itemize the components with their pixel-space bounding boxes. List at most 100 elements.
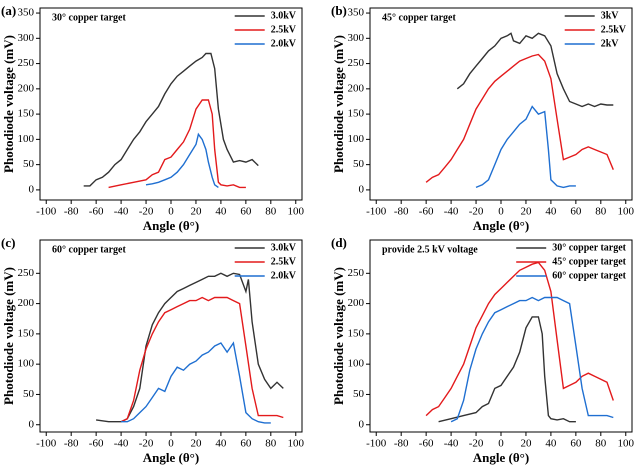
data-line xyxy=(121,341,271,424)
x-tick-label: 60 xyxy=(240,206,252,218)
y-tick-label: 50 xyxy=(353,388,365,400)
y-tick-label: 250 xyxy=(18,267,35,279)
x-tick-label: 40 xyxy=(215,438,227,450)
x-tick-label: 0 xyxy=(168,438,174,450)
x-tick-label: 20 xyxy=(520,438,532,450)
x-tick-label: -20 xyxy=(139,438,154,450)
y-tick-label: 250 xyxy=(18,57,35,69)
x-tick-label: -20 xyxy=(469,438,484,450)
data-line xyxy=(475,105,576,189)
plot-frame xyxy=(39,7,303,201)
y-axis-label: Photodiode voltage (mV) xyxy=(331,35,346,173)
y-tick-label: 150 xyxy=(348,327,365,339)
x-tick-label: -80 xyxy=(394,206,409,218)
y-tick-label: 150 xyxy=(348,108,365,120)
data-line xyxy=(450,296,614,423)
y-tick-label: 50 xyxy=(23,158,35,170)
x-axis-label: Angle (θ°) xyxy=(473,218,529,233)
x-tick-label: -20 xyxy=(139,206,154,218)
x-tick-label: 40 xyxy=(545,438,557,450)
y-tick-label: 150 xyxy=(18,108,35,120)
x-tick-label: -20 xyxy=(469,206,484,218)
y-axis-label: Photodiode voltage (mV) xyxy=(1,267,16,405)
y-tick-label: 0 xyxy=(359,183,365,195)
legend-label: 60° copper target xyxy=(552,270,626,281)
legend-label: 2.5kV xyxy=(271,24,297,35)
data-line xyxy=(456,32,614,108)
y-tick-label: 50 xyxy=(23,388,35,400)
x-tick-label: 0 xyxy=(498,206,504,218)
x-axis-label: Angle (θ°) xyxy=(143,218,199,233)
y-tick-label: 350 xyxy=(18,7,35,19)
x-tick-label: -40 xyxy=(444,206,459,218)
legend-label: 2.0kV xyxy=(271,270,297,281)
data-line xyxy=(145,132,219,188)
y-tick-label: 200 xyxy=(348,297,365,309)
annotation: 45° copper target xyxy=(382,12,456,23)
y-tick-label: 100 xyxy=(348,133,365,145)
x-tick-label: -40 xyxy=(444,438,459,450)
x-tick-label: -80 xyxy=(64,438,79,450)
x-tick-label: 60 xyxy=(240,438,252,450)
x-tick-label: -80 xyxy=(64,206,79,218)
x-tick-label: 0 xyxy=(498,438,504,450)
x-tick-label: -60 xyxy=(419,206,434,218)
data-line xyxy=(96,272,284,423)
legend-label: 2.5kV xyxy=(601,24,627,35)
x-tick-label: -100 xyxy=(366,438,387,450)
legend-label: 2.0kV xyxy=(271,38,297,49)
y-tick-label: 300 xyxy=(348,32,365,44)
y-tick-label: 200 xyxy=(348,82,365,94)
legend-label: 2.5kV xyxy=(271,256,297,267)
x-tick-label: 60 xyxy=(570,206,582,218)
x-tick-label: 20 xyxy=(520,206,532,218)
x-tick-label: 80 xyxy=(595,206,607,218)
x-tick-label: 80 xyxy=(595,438,607,450)
y-tick-label: 350 xyxy=(348,7,365,19)
plot-frame xyxy=(369,239,633,433)
plot-frame xyxy=(369,7,633,201)
x-tick-label: -100 xyxy=(36,206,57,218)
legend-label: 3kV xyxy=(601,10,620,21)
y-axis-label: Photodiode voltage (mV) xyxy=(1,35,16,173)
data-line xyxy=(438,316,576,423)
data-line xyxy=(108,99,246,189)
y-tick-label: 100 xyxy=(348,358,365,370)
plot-frame xyxy=(39,239,303,433)
x-tick-label: -40 xyxy=(114,206,129,218)
y-tick-label: 300 xyxy=(18,32,35,44)
x-tick-label: 100 xyxy=(618,206,635,218)
legend-label: 3.0kV xyxy=(271,10,297,21)
data-line xyxy=(83,52,259,187)
x-tick-label: 100 xyxy=(618,438,635,450)
x-tick-label: 60 xyxy=(570,438,582,450)
y-tick-label: 0 xyxy=(29,418,35,430)
annotation: provide 2.5 kV voltage xyxy=(382,244,478,255)
data-line xyxy=(425,261,614,417)
y-tick-label: 200 xyxy=(18,82,35,94)
y-tick-label: 100 xyxy=(18,358,35,370)
x-tick-label: 20 xyxy=(190,438,202,450)
x-tick-label: 40 xyxy=(215,206,227,218)
panel-label: (d) xyxy=(331,235,347,250)
legend-label: 45° copper target xyxy=(552,256,626,267)
y-axis-label: Photodiode voltage (mV) xyxy=(331,267,346,405)
x-axis-label: Angle (θ°) xyxy=(143,450,199,465)
panel-label: (a) xyxy=(1,3,16,18)
y-tick-label: 100 xyxy=(18,133,35,145)
legend-label: 30° copper target xyxy=(552,242,626,253)
y-tick-label: 0 xyxy=(29,183,35,195)
data-line xyxy=(120,296,284,423)
legend-label: 3.0kV xyxy=(271,242,297,253)
x-tick-label: -60 xyxy=(89,438,104,450)
x-tick-label: 100 xyxy=(288,206,305,218)
x-tick-label: -80 xyxy=(394,438,409,450)
annotation: 60° copper target xyxy=(52,244,126,255)
x-tick-label: -60 xyxy=(419,438,434,450)
y-tick-label: 0 xyxy=(359,418,365,430)
x-tick-label: -100 xyxy=(366,206,387,218)
panel-label: (c) xyxy=(1,235,15,250)
data-line xyxy=(425,53,614,183)
x-tick-label: 0 xyxy=(168,206,174,218)
